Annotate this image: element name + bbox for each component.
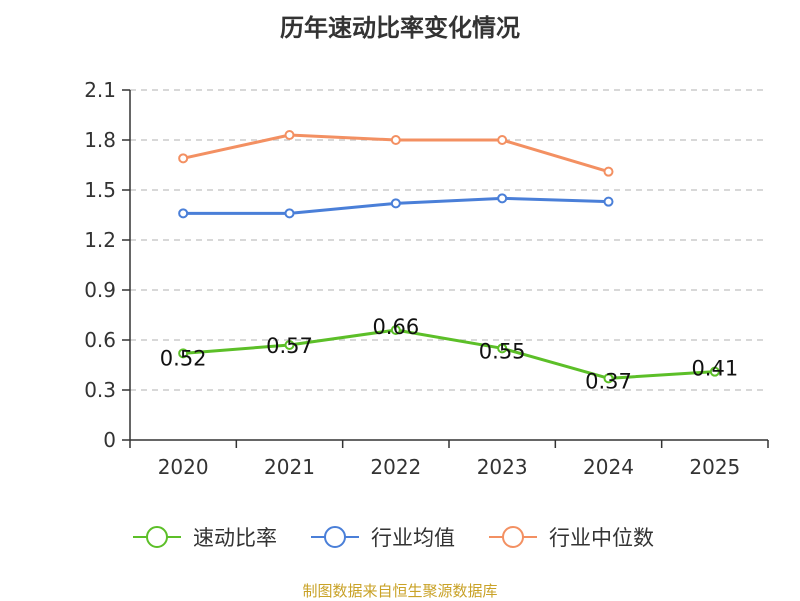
x-tick-label: 2024 — [583, 455, 634, 479]
data-point — [603, 196, 614, 207]
y-tick-label: 1.5 — [84, 178, 116, 202]
data-point — [284, 340, 295, 350]
axes: 0 0.3 0.6 0.9 1.2 1.5 1.8 2.1 2020 2021 2022 2023 20… — [84, 78, 769, 479]
x-tick-label: 2020 — [158, 455, 209, 479]
series — [178, 130, 720, 384]
grid — [130, 89, 768, 391]
legend-marker — [324, 526, 346, 548]
y-tick-label: 0 — [103, 428, 116, 452]
data-point — [390, 198, 401, 209]
data-point — [178, 153, 189, 164]
x-tick-label: 2022 — [370, 455, 421, 479]
data-point — [178, 348, 189, 359]
chart-title: 历年速动比率变化情况 — [280, 14, 520, 42]
data-label: 0.52 — [160, 346, 207, 370]
data-label: 0.57 — [266, 334, 313, 358]
legend-label: 行业中位数 — [549, 526, 654, 550]
data-point — [497, 193, 508, 204]
y-tick-label: 1.2 — [84, 228, 116, 252]
data-point — [284, 130, 295, 140]
x-tick-label: 2021 — [264, 455, 315, 479]
x-tick-label: 2025 — [689, 455, 740, 479]
y-tick-label: 2.1 — [84, 78, 116, 102]
data-label: 0.55 — [479, 339, 526, 363]
series-line-0 — [183, 328, 715, 380]
data-point — [390, 325, 401, 335]
x-tick-label: 2023 — [477, 455, 528, 479]
legend: 速动比率 行业均值 行业中位数 — [133, 526, 654, 550]
data-point — [284, 208, 295, 219]
y-tick-label: 0.6 — [84, 328, 116, 352]
data-point — [603, 166, 614, 177]
legend-label: 行业均值 — [371, 526, 455, 550]
legend-marker — [502, 526, 524, 548]
data-point — [497, 135, 508, 145]
data-point — [603, 373, 614, 384]
data-point — [390, 135, 401, 145]
data-point — [709, 366, 720, 377]
data-point — [497, 343, 508, 354]
y-tick-label: 0.3 — [84, 378, 116, 402]
source-note: 制图数据来自恒生聚源数据库 — [302, 582, 498, 600]
legend-label: 速动比率 — [193, 526, 277, 550]
data-label: 0.66 — [372, 315, 419, 339]
legend-marker — [146, 526, 168, 548]
data-label: 0.37 — [585, 369, 632, 393]
y-tick-label: 1.8 — [84, 128, 116, 152]
data-point — [178, 208, 189, 219]
data-labels: 0.52 0.57 0.66 0.55 0.37 0.41 — [160, 315, 738, 393]
y-tick-label: 0.9 — [84, 278, 116, 302]
data-label: 0.41 — [691, 357, 738, 381]
